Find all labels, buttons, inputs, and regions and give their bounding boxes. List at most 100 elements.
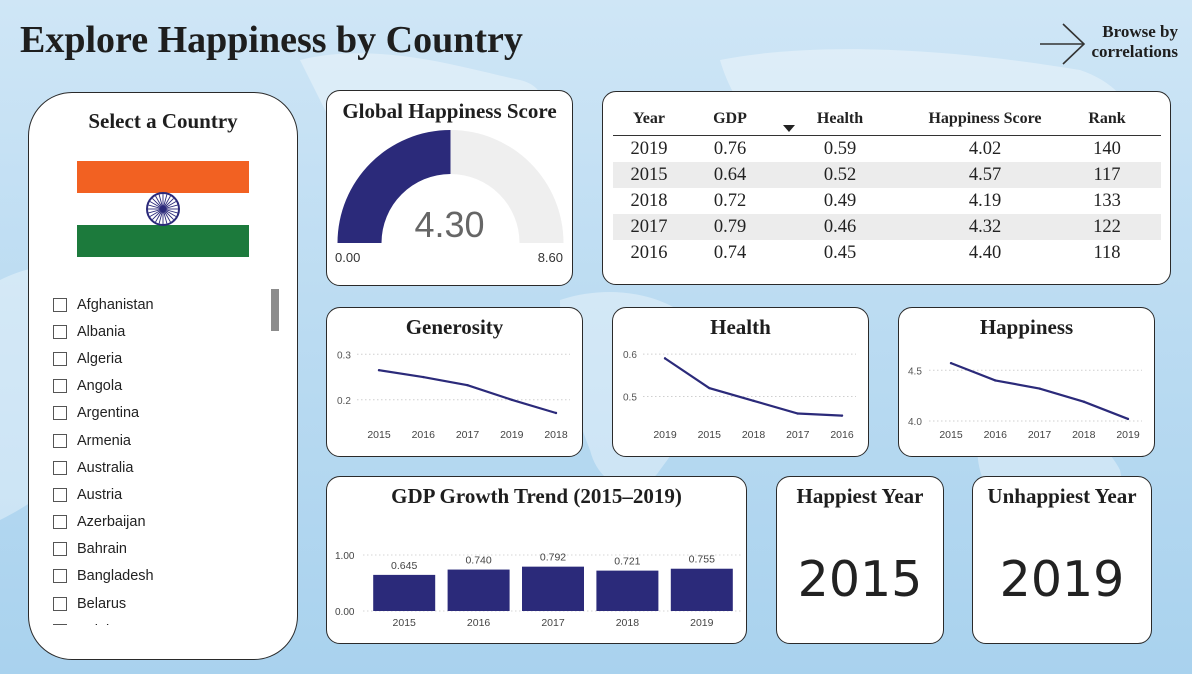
- country-list-item[interactable]: Afghanistan: [53, 291, 273, 318]
- data-point: [554, 411, 558, 415]
- country-list-item[interactable]: Algeria: [53, 345, 273, 372]
- table-row: 2019 0.76 0.59 4.02 140: [613, 136, 1161, 162]
- health-chart-card: Health 0.5 0.6 2019 2015 2018 2017 2016: [612, 307, 869, 457]
- country-list-item[interactable]: Albania: [53, 318, 273, 345]
- country-list-item[interactable]: Australia: [53, 454, 273, 481]
- cell-year: 2016: [630, 242, 668, 263]
- country-name: Angola: [77, 378, 123, 395]
- country-checkbox[interactable]: [53, 542, 67, 557]
- x-tick-label: 2019: [1116, 429, 1140, 441]
- cell-happiness-score: 4.32: [968, 216, 1002, 237]
- bar: [522, 566, 584, 611]
- col-header-gdp[interactable]: GDP: [713, 109, 747, 127]
- x-tick-label: 2018: [544, 429, 568, 441]
- generosity-line-chart: 0.2 0.3 2015 2016 2017 2019 2018: [337, 350, 570, 441]
- cell-gdp: 0.72: [713, 190, 747, 211]
- chakra-spoke: [162, 208, 168, 224]
- x-tick-label: 2017: [1028, 429, 1052, 441]
- country-list-item[interactable]: Belarus: [53, 590, 273, 617]
- country-checkbox[interactable]: [53, 596, 67, 611]
- happiness-line-chart: 4.0 4.5 2015 2016 2017 2018 2019: [908, 361, 1142, 441]
- x-tick-label: 2017: [541, 617, 565, 629]
- country-checkbox[interactable]: [53, 351, 67, 366]
- browse-by-correlations-link[interactable]: Browse by correlations: [1038, 20, 1184, 68]
- happiest-year-title: Happiest Year: [796, 484, 924, 508]
- x-tick-label: 2018: [1072, 429, 1096, 441]
- country-name: Azerbaijan: [77, 514, 146, 531]
- country-checkbox[interactable]: [53, 569, 67, 584]
- cell-gdp: 0.74: [713, 242, 747, 263]
- country-list-item[interactable]: Armenia: [53, 427, 273, 454]
- bar: [373, 574, 436, 611]
- country-list-scrollbar[interactable]: [271, 289, 279, 331]
- y-tick-label: 0.6: [623, 350, 637, 361]
- gauge-title: Global Happiness Score: [342, 99, 557, 123]
- chakra-spoke: [152, 208, 164, 220]
- cell-happiness-score: 4.02: [968, 138, 1002, 159]
- table-body: 2019 0.76 0.59 4.02 140 2015 0.64 0.52 4.57 117 20…: [613, 136, 1161, 266]
- gauge-value: 4.30: [414, 204, 485, 245]
- country-list-item[interactable]: Belgium: [53, 617, 273, 625]
- browse-label: Browse by correlations: [1091, 22, 1178, 61]
- sort-descending-icon[interactable]: [783, 125, 795, 132]
- cell-rank: 122: [1093, 216, 1121, 237]
- x-tick-label: 2015: [393, 617, 417, 629]
- data-label: 0.740: [465, 555, 491, 567]
- gdp-chart-card: GDP Growth Trend (2015–2019) 0.00 1.00 0.6…: [326, 476, 747, 644]
- cell-health: 0.59: [823, 138, 857, 159]
- unhappiest-year-card: Unhappiest Year 2019: [972, 476, 1152, 644]
- generosity-chart-title: Generosity: [405, 315, 504, 339]
- country-checkbox[interactable]: [53, 460, 67, 475]
- data-label: 0.755: [689, 554, 715, 566]
- country-checkbox[interactable]: [53, 324, 67, 339]
- data-point: [1126, 417, 1130, 421]
- data-label: 0.645: [391, 560, 417, 572]
- india-flag-icon: [77, 161, 249, 257]
- data-point: [663, 357, 667, 360]
- col-header-rank[interactable]: Rank: [1088, 109, 1126, 127]
- country-checkbox[interactable]: [53, 487, 67, 502]
- gdp-bar-chart: 0.00 1.00 0.645 2015 0.740 2016 0.792 2017 0.721…: [335, 551, 741, 629]
- x-tick-label: 2019: [690, 617, 714, 629]
- series-line: [378, 369, 557, 415]
- gdp-chart-title: GDP Growth Trend (2015–2019): [391, 484, 682, 508]
- col-header-happiness-score[interactable]: Happiness Score: [928, 109, 1042, 127]
- country-checkbox[interactable]: [53, 297, 67, 312]
- data-label: 0.792: [540, 552, 566, 564]
- page-title: Explore Happiness by Country: [20, 19, 523, 61]
- country-checkbox[interactable]: [53, 379, 67, 394]
- x-tick-label: 2016: [984, 429, 1008, 441]
- country-panel-title: Select a Country: [88, 109, 238, 133]
- country-name: Bahrain: [77, 541, 127, 558]
- chakra-spoke: [148, 204, 164, 210]
- country-name: Belgium: [77, 623, 129, 625]
- data-point: [466, 384, 469, 387]
- chakra-spoke: [162, 195, 171, 210]
- country-list-item[interactable]: Bangladesh: [53, 563, 273, 590]
- x-tick-label: 2018: [742, 429, 766, 441]
- global-happiness-gauge-card: Global Happiness Score 4.30 0.00 8.60: [326, 90, 573, 286]
- x-tick-label: 2018: [616, 617, 640, 629]
- generosity-chart-card: Generosity 0.2 0.3 2015 2016 2017 2019 2018: [326, 307, 583, 457]
- col-header-year[interactable]: Year: [633, 109, 665, 127]
- cell-year: 2017: [630, 216, 668, 237]
- country-checkbox[interactable]: [53, 515, 67, 530]
- x-tick-label: 2016: [830, 429, 854, 441]
- country-checkbox[interactable]: [53, 623, 67, 625]
- table-row: 2015 0.64 0.52 4.57 117: [613, 162, 1161, 188]
- col-header-health[interactable]: Health: [816, 109, 864, 127]
- country-checkbox[interactable]: [53, 406, 67, 421]
- data-point: [1038, 387, 1041, 390]
- country-name: Albania: [77, 323, 126, 340]
- chakra-spoke: [148, 208, 164, 214]
- country-list-item[interactable]: Azerbaijan: [53, 509, 273, 536]
- x-tick-label: 2015: [367, 429, 391, 441]
- country-checkbox[interactable]: [53, 433, 67, 448]
- gauge-min: 0.00: [335, 250, 361, 265]
- chakra-spoke: [155, 195, 164, 210]
- country-list-item[interactable]: Angola: [53, 373, 273, 400]
- country-list-item[interactable]: Bahrain: [53, 536, 273, 563]
- country-list-item[interactable]: Argentina: [53, 400, 273, 427]
- series-line: [950, 362, 1129, 420]
- country-list-item[interactable]: Austria: [53, 481, 273, 508]
